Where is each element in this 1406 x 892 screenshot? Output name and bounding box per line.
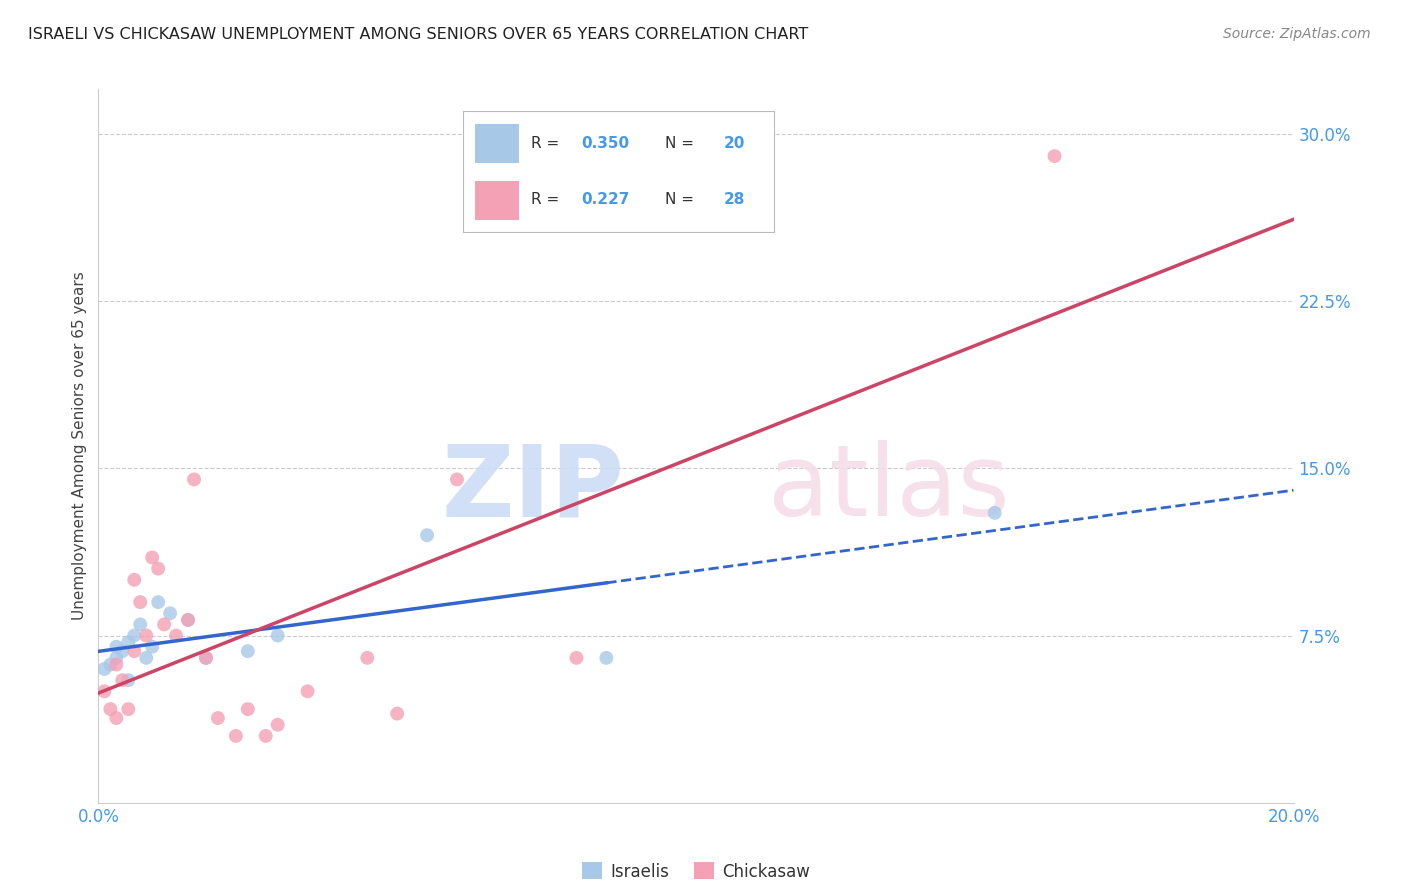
Point — [124, 628, 146, 642]
Point — [416, 528, 439, 542]
Point — [124, 573, 146, 587]
Text: ISRAELI VS CHICKASAW UNEMPLOYMENT AMONG SENIORS OVER 65 YEARS CORRELATION CHART: ISRAELI VS CHICKASAW UNEMPLOYMENT AMONG … — [28, 27, 808, 42]
Point — [195, 651, 218, 665]
Point — [93, 684, 115, 698]
Point — [117, 702, 139, 716]
Point — [356, 651, 378, 665]
Point — [254, 729, 277, 743]
Point — [165, 628, 187, 642]
Point — [135, 628, 157, 642]
Point — [183, 473, 205, 487]
Point — [297, 684, 319, 698]
Text: atlas: atlas — [768, 441, 1010, 537]
Point — [565, 651, 588, 665]
Point — [141, 550, 163, 565]
Point — [117, 635, 139, 649]
Point — [105, 640, 128, 654]
Point — [236, 702, 259, 716]
Point — [1043, 149, 1066, 163]
Point — [124, 644, 146, 658]
Point — [225, 729, 247, 743]
Point — [117, 673, 139, 687]
Point — [93, 662, 115, 676]
Point — [141, 640, 163, 654]
Point — [105, 711, 128, 725]
Text: Source: ZipAtlas.com: Source: ZipAtlas.com — [1223, 27, 1371, 41]
Point — [984, 506, 1007, 520]
Point — [111, 673, 134, 687]
Point — [148, 562, 170, 576]
Point — [100, 657, 122, 672]
Point — [207, 711, 229, 725]
Point — [177, 613, 200, 627]
Point — [195, 651, 218, 665]
Point — [135, 651, 157, 665]
Point — [267, 628, 290, 642]
Y-axis label: Unemployment Among Seniors over 65 years: Unemployment Among Seniors over 65 years — [72, 272, 87, 620]
Point — [105, 657, 128, 672]
Point — [100, 702, 122, 716]
Point — [385, 706, 409, 721]
Point — [111, 644, 134, 658]
Point — [148, 595, 170, 609]
Legend: Israelis, Chickasaw: Israelis, Chickasaw — [575, 855, 817, 888]
Text: ZIP: ZIP — [441, 441, 624, 537]
Point — [153, 617, 176, 632]
Point — [595, 651, 617, 665]
Point — [105, 651, 128, 665]
Point — [236, 644, 259, 658]
Point — [446, 473, 468, 487]
Point — [129, 595, 152, 609]
Point — [129, 617, 152, 632]
Point — [159, 607, 181, 621]
Point — [177, 613, 200, 627]
Point — [267, 717, 290, 731]
